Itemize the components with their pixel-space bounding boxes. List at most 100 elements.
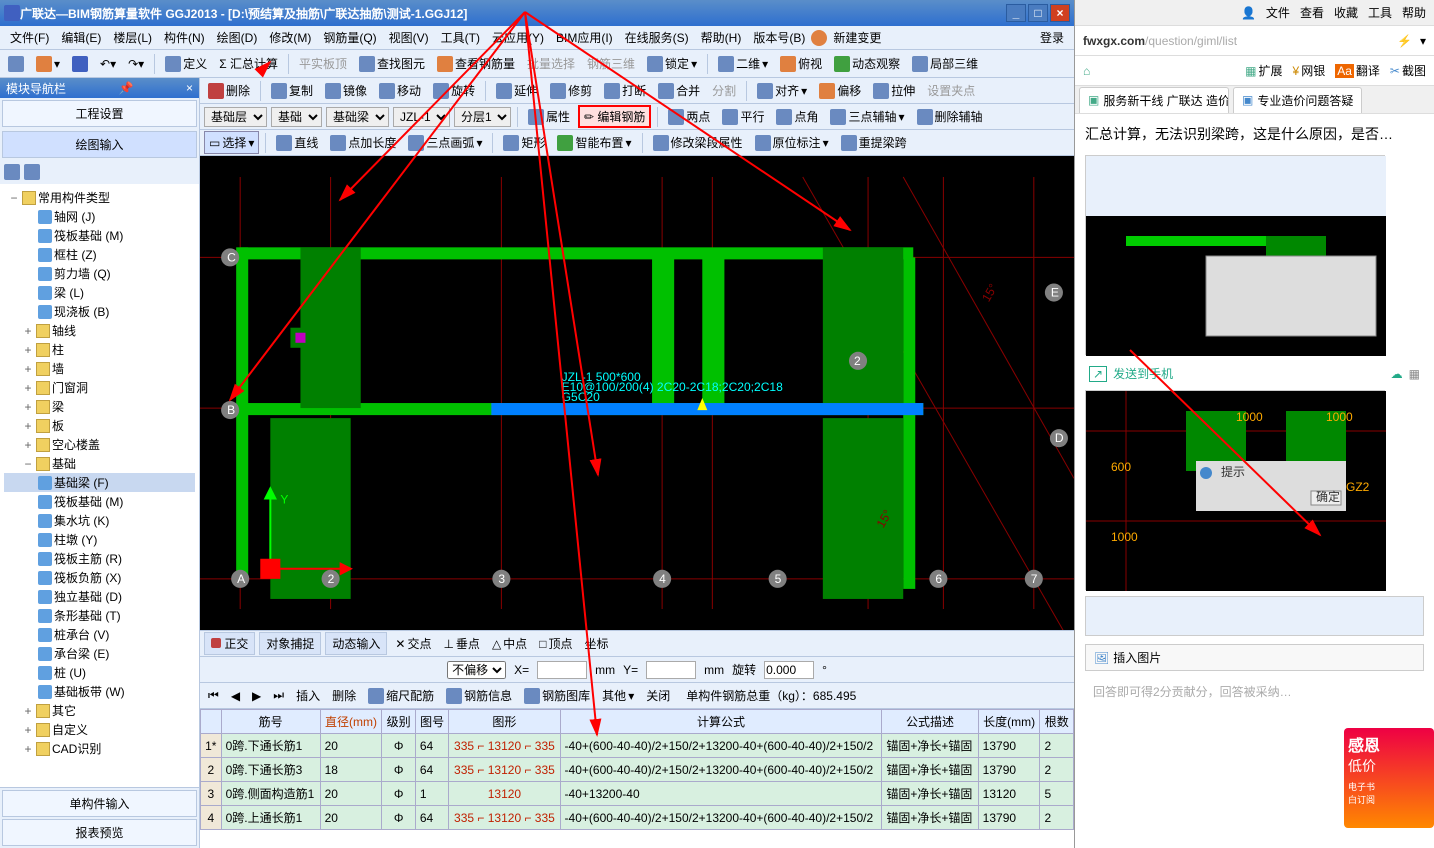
home-icon[interactable]: ⌂ (1083, 64, 1090, 78)
tb-define[interactable]: 定义 (161, 53, 211, 74)
tb-2d[interactable]: 二维▾ (714, 53, 772, 74)
snap-perp[interactable]: ⊥ 垂点 (439, 633, 483, 654)
tree-item[interactable]: 现浇板 (B) (4, 302, 195, 321)
br-menu-view[interactable]: 查看 (1300, 4, 1324, 21)
tree-jichu-item[interactable]: 筏板负筋 (X) (4, 568, 195, 587)
tb-save[interactable] (68, 54, 92, 74)
aux-three[interactable]: 三点辅轴▾ (826, 106, 908, 127)
btn-editrebar[interactable]: ✏ 编辑钢筋 (578, 105, 651, 128)
grid-col[interactable] (201, 710, 222, 734)
maximize-button[interactable]: □ (1028, 4, 1048, 22)
draw-smart[interactable]: 智能布置▾ (553, 132, 635, 153)
url-input[interactable]: fwxgx.com/question/giml/list (1083, 34, 1389, 48)
snap-mid[interactable]: △ 中点 (488, 633, 531, 654)
tree-jichu-item[interactable]: 桩承台 (V) (4, 625, 195, 644)
lightning-icon[interactable]: ⚡ (1397, 34, 1412, 48)
snap-coord[interactable]: 坐标 (580, 633, 612, 654)
tree-item[interactable]: 框柱 (Z) (4, 245, 195, 264)
tree-tail[interactable]: +自定义 (4, 720, 195, 739)
tree-item[interactable]: 剪力墙 (Q) (4, 264, 195, 283)
rb-info[interactable]: 钢筋信息 (442, 685, 516, 706)
aux-parallel[interactable]: 平行 (718, 106, 768, 127)
tree-cat[interactable]: +门窗洞 (4, 378, 195, 397)
menu-new-change[interactable]: 新建变更 (827, 27, 887, 48)
grid-row[interactable]: 20跨.下通长筋318Φ64 335 ⌐ 13120 ⌐ 335-40+(600… (201, 758, 1074, 782)
sel-layer[interactable]: 分层1 (454, 107, 511, 127)
sidebar-close-icon[interactable]: × (186, 81, 193, 95)
minimize-button[interactable]: _ (1006, 4, 1026, 22)
sel-name[interactable]: JZL-1 (393, 107, 450, 127)
aux-del[interactable]: 删除辅轴 (913, 106, 987, 127)
grid-col[interactable]: 长度(mm) (978, 710, 1040, 734)
tree-jichu-item[interactable]: 基础梁 (F) (4, 473, 195, 492)
br-menu-fav[interactable]: 收藏 (1334, 4, 1358, 21)
aux-angle[interactable]: 点角 (772, 106, 822, 127)
ext-button[interactable]: ▦扩展 (1245, 62, 1282, 79)
close-button[interactable]: × (1050, 4, 1070, 22)
send-phone[interactable]: ↗发送到手机☁▦ (1085, 361, 1424, 386)
bank-button[interactable]: ¥网银 (1293, 62, 1326, 79)
rb-next[interactable]: ▶ (248, 687, 265, 705)
promo-badge[interactable]: 感恩低价电子书白订阅 (1344, 728, 1434, 828)
menu-modify[interactable]: 修改(M) (263, 27, 317, 48)
menu-file[interactable]: 文件(F) (4, 27, 55, 48)
tb-new[interactable] (4, 54, 28, 74)
br-menu-help[interactable]: 帮助 (1402, 4, 1426, 21)
draw-arc[interactable]: 三点画弧▾ (404, 132, 486, 153)
edit-stretch[interactable]: 拉伸 (869, 80, 919, 101)
draw-line[interactable]: 直线 (272, 132, 322, 153)
edit-break[interactable]: 打断 (600, 80, 650, 101)
edit-del[interactable]: 删除 (204, 80, 254, 101)
snap-vertex[interactable]: □ 顶点 (535, 633, 576, 654)
tree-cat[interactable]: +板 (4, 416, 195, 435)
menu-draw[interactable]: 绘图(D) (211, 27, 264, 48)
tb-redo[interactable]: ↷▾ (124, 55, 148, 73)
tree-cat[interactable]: +轴线 (4, 321, 195, 340)
draw-pointlen[interactable]: 点加长度 (326, 132, 400, 153)
section-single[interactable]: 单构件输入 (2, 790, 197, 817)
snap-cross[interactable]: ✕ 交点 (391, 633, 435, 654)
tree-jichu[interactable]: −基础 (4, 454, 195, 473)
grid-row[interactable]: 30跨.侧面构造筋120Φ1 13120-40+13200-40锚固+净长+锚固… (201, 782, 1074, 806)
menu-view[interactable]: 视图(V) (383, 27, 435, 48)
tree-jichu-item[interactable]: 条形基础 (T) (4, 606, 195, 625)
menu-version[interactable]: 版本号(B) (747, 27, 811, 48)
coord-y[interactable] (646, 661, 696, 679)
menu-help[interactable]: 帮助(H) (695, 27, 748, 48)
tb-part3d[interactable]: 局部三维 (908, 53, 982, 74)
grid-col[interactable]: 根数 (1040, 710, 1074, 734)
sb-icon2[interactable] (24, 164, 40, 180)
tree-jichu-item[interactable]: 柱墩 (Y) (4, 530, 195, 549)
thumbnail-2[interactable]: 100010006001000GZ2提示确定 (1085, 390, 1385, 590)
tree-cat[interactable]: +墙 (4, 359, 195, 378)
tree-jichu-item[interactable]: 承台梁 (E) (4, 644, 195, 663)
tb-viewrebar[interactable]: 查看钢筋量 (433, 53, 519, 74)
edit-merge[interactable]: 合并 (654, 80, 704, 101)
thumbnail-1[interactable] (1085, 155, 1385, 355)
menu-edit[interactable]: 编辑(E) (55, 27, 107, 48)
pin-icon[interactable]: 📌 (119, 81, 134, 95)
snap-osnap[interactable]: 对象捕捉 (259, 632, 321, 655)
grid-col[interactable]: 图形 (449, 710, 560, 734)
draw-modspan[interactable]: 修改梁段属性 (649, 132, 747, 153)
coord-x[interactable] (537, 661, 587, 679)
sel-floor[interactable]: 基础层 (204, 107, 267, 127)
menu-component[interactable]: 构件(N) (158, 27, 211, 48)
sb-icon1[interactable] (4, 164, 20, 180)
br-user-icon[interactable]: 👤 (1241, 6, 1256, 20)
tree-item[interactable]: 梁 (L) (4, 283, 195, 302)
screenshot-button[interactable]: ✂截图 (1390, 62, 1426, 79)
section-project[interactable]: 工程设置 (2, 100, 197, 127)
edit-move[interactable]: 移动 (375, 80, 425, 101)
tb-undo[interactable]: ↶▾ (96, 55, 120, 73)
rb-close[interactable]: 关闭 (642, 685, 674, 706)
tree-item[interactable]: 筏板基础 (M) (4, 226, 195, 245)
grid-col[interactable]: 公式描述 (882, 710, 978, 734)
section-draw[interactable]: 绘图输入 (2, 131, 197, 158)
tree-item[interactable]: 轴网 (J) (4, 207, 195, 226)
draw-select[interactable]: ▭ 选择▾ (204, 131, 259, 154)
tree-jichu-item[interactable]: 筏板主筋 (R) (4, 549, 195, 568)
menu-online[interactable]: 在线服务(S) (619, 27, 695, 48)
grid-row[interactable]: 1*0跨.下通长筋120Φ64 335 ⌐ 13120 ⌐ 335-40+(60… (201, 734, 1074, 758)
rebar-grid[interactable]: 筋号直径(mm)级别图号图形计算公式公式描述长度(mm)根数 1*0跨.下通长筋… (200, 708, 1074, 848)
